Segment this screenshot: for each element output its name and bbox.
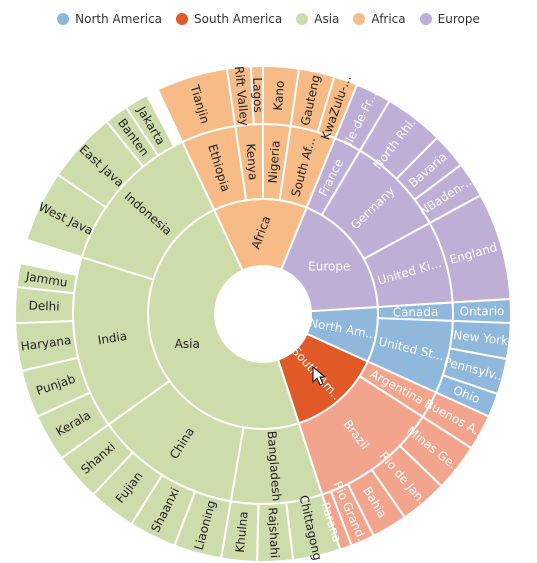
legend-item[interactable]: South America xyxy=(176,8,282,30)
chart-legend: North America South America Asia Africa Euro… xyxy=(0,8,537,30)
sunburst-segment[interactable] xyxy=(124,93,176,157)
segment-label: Europe xyxy=(308,260,350,274)
legend-item[interactable]: Asia xyxy=(296,8,339,30)
segment-label: Kenya xyxy=(244,143,261,181)
segment-label: Delhi xyxy=(28,298,59,313)
segment-label: Ontario xyxy=(460,304,505,319)
segment-label: Bangladesh xyxy=(265,430,284,501)
legend-label: Europe xyxy=(437,12,480,26)
sunburst-segment[interactable] xyxy=(15,261,79,295)
sunburst-segment[interactable] xyxy=(428,193,512,304)
legend-swatch xyxy=(353,13,366,25)
segment-label: Lagos xyxy=(250,77,265,113)
segment-label: Rift Valley xyxy=(232,66,252,127)
mouse-pointer-icon xyxy=(312,365,327,386)
segment-label: Asia xyxy=(175,337,200,351)
legend-label: Asia xyxy=(314,12,340,26)
legend-swatch xyxy=(296,13,309,25)
legend-swatch xyxy=(419,13,432,25)
segment-label: Jammu xyxy=(24,269,69,290)
legend-label: South America xyxy=(194,12,283,26)
segment-label: Rajshahi xyxy=(265,507,281,559)
segment-label: Kano xyxy=(271,80,287,111)
sunburst-segments xyxy=(14,64,512,563)
legend-label: North America xyxy=(75,12,163,26)
legend-label: Africa xyxy=(371,12,406,26)
legend-item[interactable]: North America xyxy=(57,8,162,30)
segment-label: India xyxy=(97,329,128,347)
legend-swatch xyxy=(176,13,189,25)
legend-item[interactable]: Africa xyxy=(353,8,406,30)
segment-label: Nigeria xyxy=(266,140,283,184)
segment-label: Canada xyxy=(393,305,439,320)
segment-label: Khulna xyxy=(233,511,251,554)
segment-label: New York xyxy=(453,328,509,348)
segment-label: Haryana xyxy=(20,333,72,354)
legend-swatch xyxy=(57,13,70,25)
legend-item[interactable]: Europe xyxy=(419,8,480,30)
